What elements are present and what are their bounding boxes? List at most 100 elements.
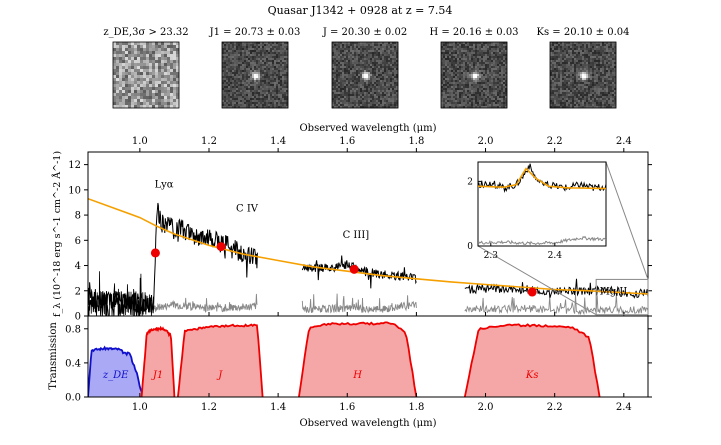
stamp-pixel	[445, 86, 448, 89]
spectrum-plot-area	[88, 197, 648, 316]
stamp-pixel	[376, 54, 379, 57]
stamp-pixel	[161, 48, 165, 52]
stamp-pixel	[332, 80, 335, 83]
stamp-pixel	[451, 98, 454, 101]
stamp-pixel	[602, 42, 605, 45]
stamp-pixel	[256, 66, 259, 69]
stamp-pixel	[461, 56, 464, 59]
stamp-pixel	[364, 60, 367, 63]
stamp-pixel	[116, 48, 120, 52]
stamp-pixel	[228, 56, 231, 59]
stamp-pixel	[334, 88, 337, 91]
stamp-pixel	[451, 42, 454, 45]
stamp-pixel	[230, 106, 233, 109]
inset-x-tick-label: 2.3	[484, 251, 499, 261]
stamp-pixel	[487, 98, 490, 101]
stamp-pixel	[380, 56, 383, 59]
stamp-pixel	[380, 92, 383, 95]
stamp-pixel	[131, 60, 135, 64]
stamp-pixel	[566, 58, 569, 61]
stamp-pixel	[158, 51, 162, 55]
stamp-pixel	[479, 68, 482, 71]
stamp-pixel	[453, 68, 456, 71]
stamp-pixel	[342, 50, 345, 53]
stamp-pixel	[606, 56, 609, 59]
stamp-pixel	[570, 96, 573, 99]
stamp-pixel	[173, 105, 177, 109]
stamp-pixel	[348, 70, 351, 73]
stamp-pixel	[222, 82, 225, 85]
stamp-pixel	[125, 87, 129, 91]
filter-curve-H	[298, 321, 418, 397]
stamp-pixel	[264, 64, 267, 67]
stamp-pixel	[598, 90, 601, 93]
stamp-pixel	[280, 84, 283, 87]
stamp-pixel	[342, 86, 345, 89]
postage-stamps: z_DE,3σ > 23.32 J1 = 20.73 ± 0.03 J = 20.3…	[103, 27, 629, 109]
stamp-pixel	[588, 58, 591, 61]
stamp-pixel	[497, 106, 500, 109]
stamp-pixel	[250, 82, 253, 85]
stamp-pixel	[449, 46, 452, 49]
stamp-pixel	[392, 78, 395, 81]
stamp-pixel	[457, 60, 460, 63]
stamp-pixel	[574, 50, 577, 53]
stamp-pixel	[467, 42, 470, 45]
stamp-pixel	[594, 98, 597, 101]
stamp-pixel	[550, 96, 553, 99]
stamp-pixel	[360, 46, 363, 49]
stamp-pixel	[380, 88, 383, 91]
stamp-pixel	[588, 80, 591, 83]
stamp-pixel	[380, 62, 383, 65]
stamp-pixel	[366, 50, 369, 53]
stamp-pixel	[149, 57, 153, 61]
stamp-pixel	[340, 94, 343, 97]
stamp-pixel	[260, 62, 263, 65]
stamp-pixel	[471, 104, 474, 107]
stamp-pixel	[503, 44, 506, 47]
stamp-pixel	[152, 45, 156, 49]
stamp-pixel	[238, 100, 241, 103]
stamp-pixel	[556, 82, 559, 85]
stamp-pixel	[234, 92, 237, 95]
stamp-pixel	[479, 84, 482, 87]
stamp-pixel	[602, 96, 605, 99]
stamp-pixel	[226, 46, 229, 49]
stamp-pixel	[388, 46, 391, 49]
stamp-pixel	[368, 44, 371, 47]
stamp-pixel	[348, 68, 351, 71]
stamp-pixel	[576, 84, 579, 87]
stamp-pixel	[134, 57, 138, 61]
stamp-pixel	[240, 50, 243, 53]
stamp-pixel	[612, 104, 615, 107]
stamp-pixel	[240, 100, 243, 103]
stamp-pixel	[614, 42, 617, 45]
stamp-pixel	[481, 80, 484, 83]
stamp-pixel	[222, 96, 225, 99]
stamp-pixel	[560, 66, 563, 69]
stamp-pixel	[489, 76, 492, 79]
stamp-pixel	[228, 52, 231, 55]
stamp-pixel	[238, 74, 241, 77]
stamp-pixel	[471, 102, 474, 105]
stamp-pixel	[568, 78, 571, 81]
stamp-pixel	[372, 88, 375, 91]
stamp-pixel	[348, 88, 351, 91]
stamp-pixel	[558, 92, 561, 95]
stamp-pixel	[491, 42, 494, 45]
stamp-pixel	[222, 78, 225, 81]
stamp-pixel	[394, 94, 397, 97]
stamp-pixel	[489, 66, 492, 69]
stamp-pixel	[388, 78, 391, 81]
stamp-pixel	[596, 50, 599, 53]
stamp-pixel	[469, 72, 472, 75]
stamp-pixel	[570, 86, 573, 89]
stamp-pixel	[501, 72, 504, 75]
stamp-pixel	[580, 52, 583, 55]
stamp-pixel	[242, 68, 245, 71]
stamp-pixel	[350, 80, 353, 83]
stamp-pixel	[477, 46, 480, 49]
stamp-pixel	[384, 74, 387, 77]
stamp-pixel	[254, 78, 257, 81]
stamp-pixel	[560, 62, 563, 65]
